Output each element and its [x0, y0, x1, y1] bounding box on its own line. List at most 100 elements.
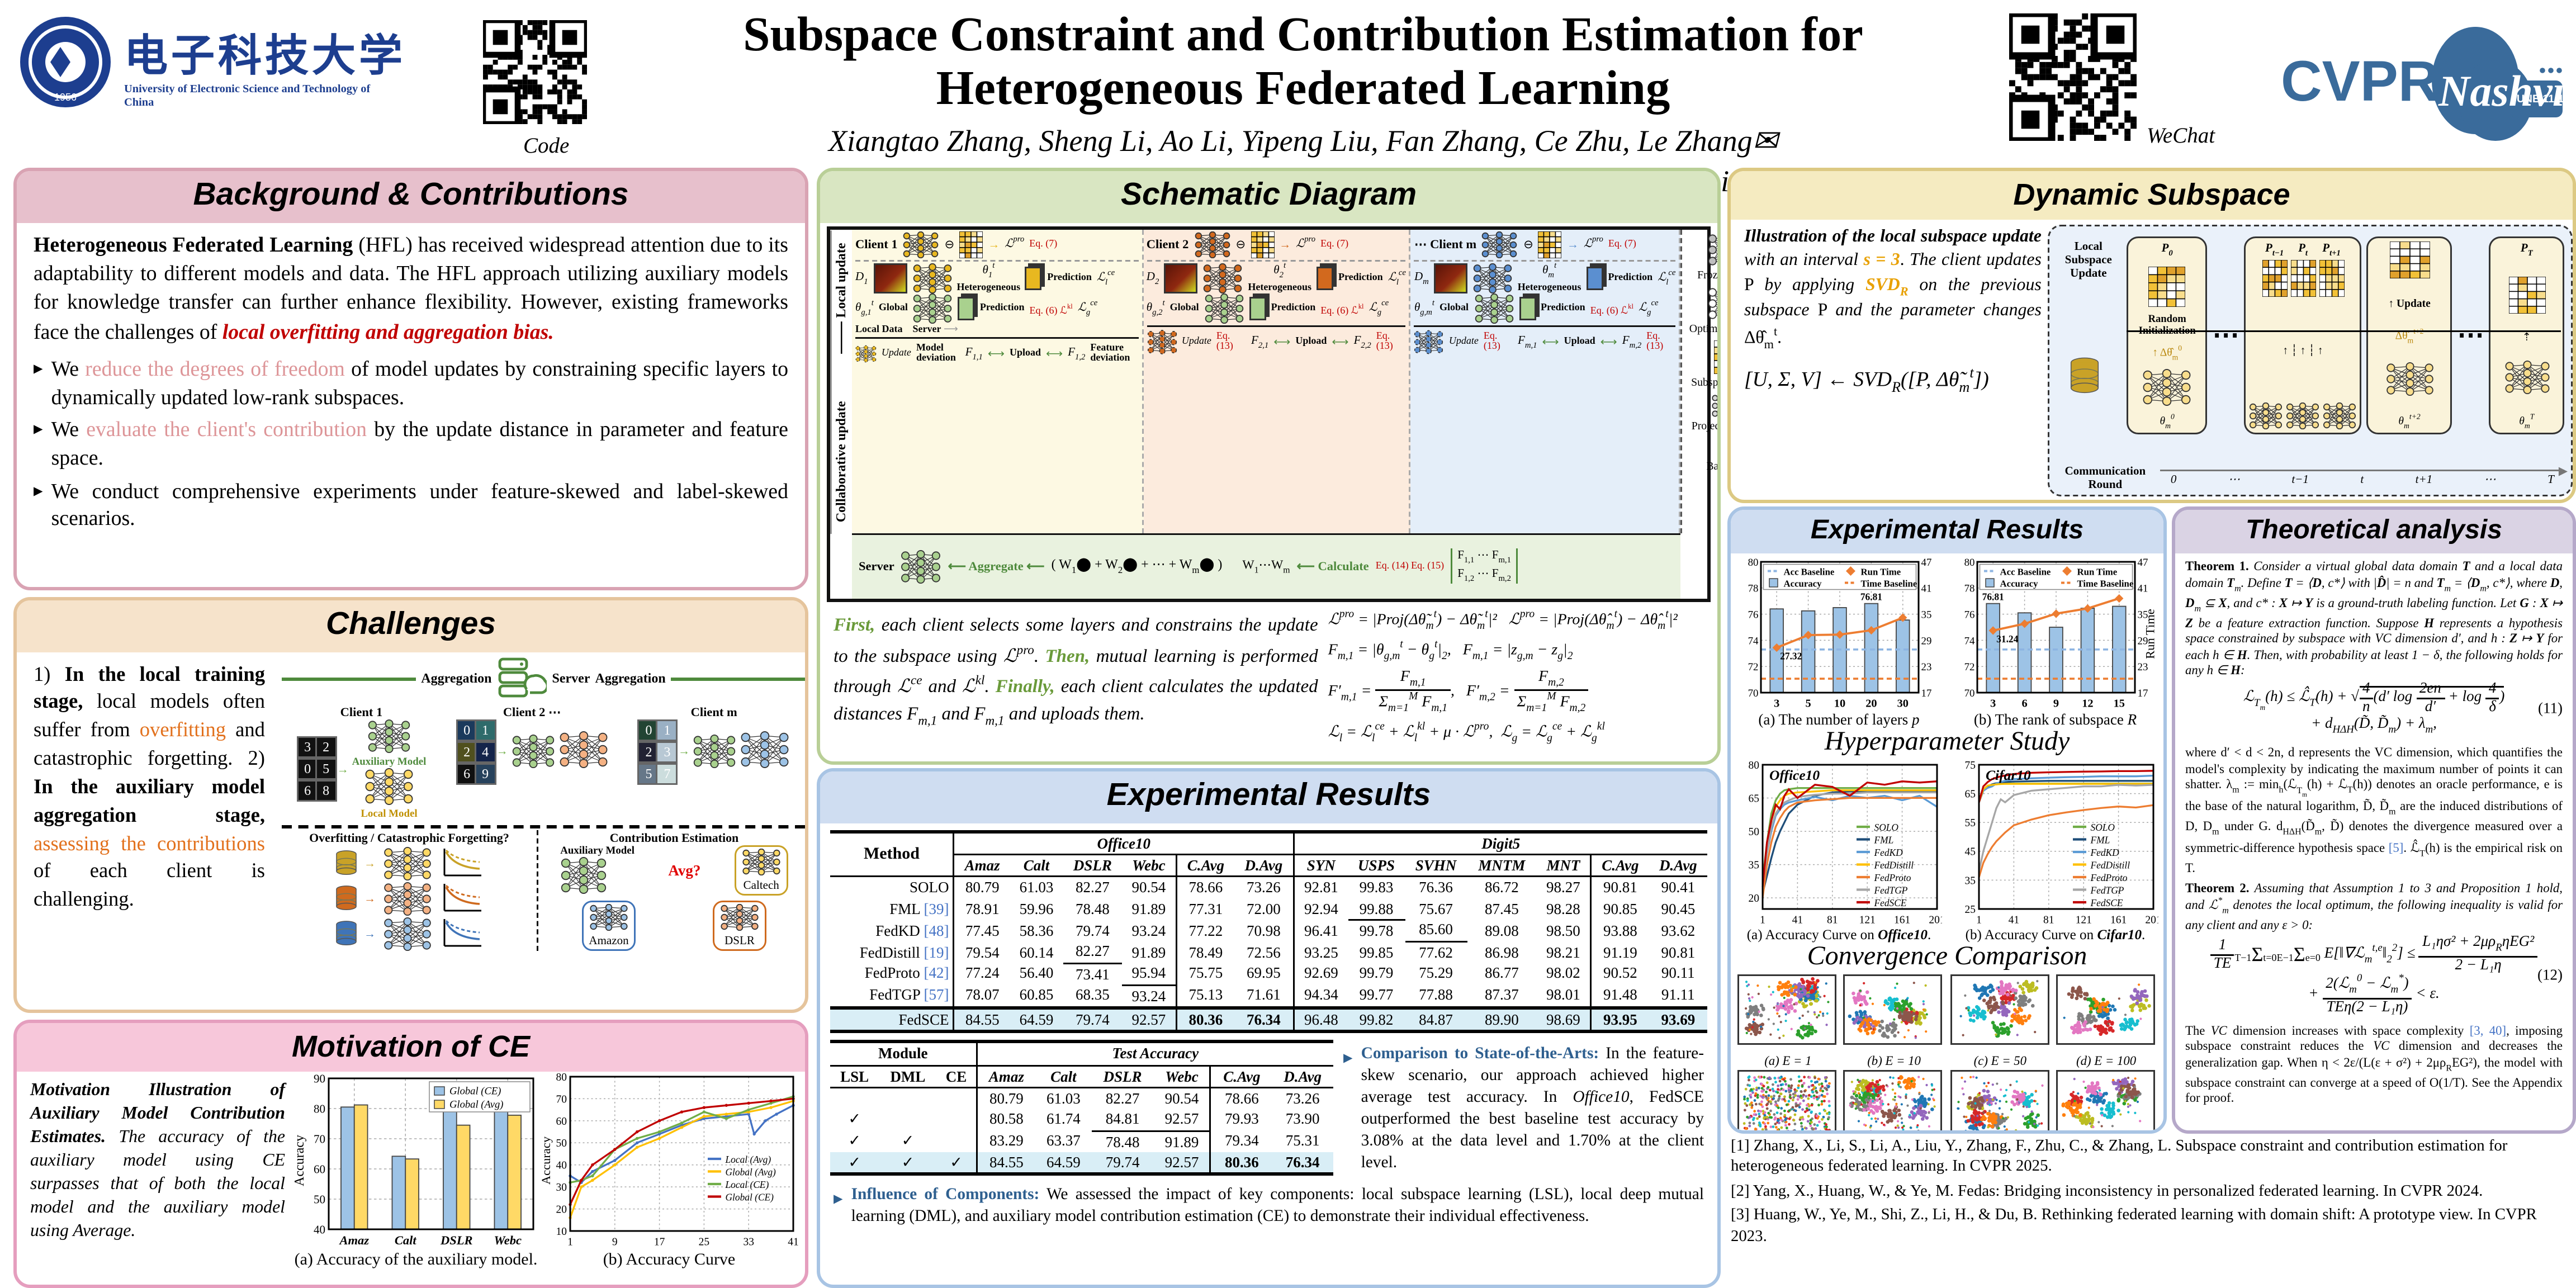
svg-text:9: 9 [612, 1237, 618, 1248]
svg-text:70: 70 [314, 1133, 325, 1146]
svg-text:Time Baseline: Time Baseline [1861, 579, 1917, 590]
svg-text:FedTGP: FedTGP [2090, 884, 2124, 896]
svg-text:Calt: Calt [395, 1234, 417, 1248]
svg-text:Accuracy: Accuracy [292, 1135, 307, 1187]
svg-text:41: 41 [1792, 914, 1803, 926]
svg-text:FedKD: FedKD [1874, 847, 1903, 858]
svg-text:20: 20 [556, 1204, 567, 1216]
panel-dynamic-subspace: Dynamic Subspace Illustration of the loc… [1727, 168, 2576, 503]
svg-text:70: 70 [556, 1094, 567, 1106]
dyn-left-label: Local Subspace Update [2064, 240, 2112, 281]
contribution-bullet: ▸ We evaluate the client's contribution b… [34, 418, 788, 470]
svg-text:60: 60 [556, 1116, 567, 1128]
svg-text:Global (CE): Global (CE) [449, 1086, 501, 1097]
svg-text:76: 76 [1964, 610, 1975, 622]
reference-item: [1] Zhang, X., Li, S., Li, A., Liu, Y., … [1731, 1137, 2508, 1177]
uestc-name-cn: 电子科技大学 [124, 32, 406, 81]
table-row: FML [39] 78.91 59.96 78.48 91.89 77.31 72.00 9… [830, 898, 1707, 921]
svg-text:Acc Baseline: Acc Baseline [1784, 567, 1835, 578]
panel-title: Background & Contributions [17, 171, 805, 222]
svg-text:CVPR: CVPR [2281, 49, 2439, 113]
svg-text:27.32: 27.32 [1780, 651, 1802, 662]
svg-text:Local (CE): Local (CE) [725, 1179, 769, 1190]
svg-text:161: 161 [2110, 914, 2127, 926]
tsne-panel: (h) E = 100 [2056, 1069, 2157, 1130]
svg-text:Accuracy: Accuracy [1784, 579, 1822, 590]
challenges-diagram: Aggregation Server Aggregation Client 1 … [282, 652, 805, 1001]
svg-text:17: 17 [2138, 688, 2148, 700]
svg-text:45: 45 [1965, 846, 1976, 858]
svg-text:23: 23 [1921, 662, 1932, 674]
svg-text:FML: FML [1874, 834, 1894, 845]
svg-text:FedDistill: FedDistill [2090, 859, 2130, 870]
svg-text:50: 50 [314, 1193, 325, 1206]
svg-text:55: 55 [1965, 817, 1976, 829]
tsne-grid: (a) E = 1 (b) E = 10 (c) E = 50 (d) E = 100… [1731, 972, 2163, 1130]
acc-cifar10-chart: 25 35 45 55 65 75 1 41 81 121 161 201 Cifar10 SOLOFML… [1952, 760, 2162, 943]
panel-title: Schematic Diagram [820, 171, 1717, 222]
svg-text:17: 17 [654, 1237, 665, 1248]
svg-text:161: 161 [1894, 914, 1910, 926]
svg-text:35: 35 [2138, 610, 2148, 622]
svg-text:3: 3 [1774, 698, 1779, 711]
svg-text:FedProto: FedProto [2090, 872, 2128, 883]
svg-text:31.24: 31.24 [1996, 634, 2018, 645]
svg-text:15: 15 [2114, 698, 2125, 711]
schematic-formulas: ℒpro = |Proj(Δθ̃mt) − Δθ̃mt|² ℒpro = |Pr… [1328, 608, 1678, 744]
svg-text:Accuracy: Accuracy [2000, 579, 2039, 590]
svg-text:80: 80 [1749, 760, 1760, 771]
hp-rank-chart: 70 72 74 76 78 80 17 23 29 35 41 47 3 6 9 12 15 76.81 31.2… [1964, 557, 2157, 729]
svg-text:Run Time: Run Time [1861, 567, 1901, 578]
svg-text:47: 47 [2138, 557, 2148, 569]
svg-text:FedProto: FedProto [1874, 872, 1911, 883]
svg-text:80: 80 [1748, 557, 1759, 569]
svg-text:1: 1 [1760, 914, 1765, 926]
contribution-bullets: ▸ We reduce the degrees of freedom of mod… [17, 356, 805, 533]
panel-experimental-results-center: Experimental Results Method Office10 Dig… [817, 768, 1721, 1288]
svg-text:40: 40 [556, 1160, 567, 1172]
svg-text:76.81: 76.81 [1982, 592, 2004, 603]
table-group-header: Method Office10 Digit5 [830, 831, 1707, 877]
uestc-emblem-icon: 1956 [17, 13, 114, 119]
svg-text:81: 81 [1827, 914, 1838, 926]
tsne-panel: (c) E = 50 [1949, 973, 2051, 1068]
table-row: FedTGP [57] 78.07 60.85 68.35 93.24 75.13 71.… [830, 984, 1707, 1008]
motivation-text: Motivation Illustration of Auxiliary Mod… [30, 1082, 285, 1241]
svg-text:FedTGP: FedTGP [1874, 884, 1908, 896]
table-row: SOLO 80.79 61.03 82.27 90.54 78.66 73.26 92.81… [830, 877, 1707, 898]
references: [1] Zhang, X., Li, S., Li, A., Liu, Y., … [1731, 1137, 2569, 1252]
svg-text:Local (Avg): Local (Avg) [725, 1154, 771, 1165]
svg-text:78: 78 [1964, 584, 1975, 595]
svg-text:76: 76 [1748, 610, 1759, 622]
panel-title: Motivation of CE [17, 1023, 805, 1072]
tsne-panel: (f) E = 10 [1843, 1069, 1945, 1130]
panel-background-contributions: Background & Contributions Heterogeneous… [13, 168, 808, 590]
tsne-panel: (g) E = 50 [1949, 1069, 2051, 1130]
svg-text:17: 17 [1921, 688, 1932, 700]
wechat-qr-label: WeChat [2147, 122, 2215, 148]
svg-text:Run Time: Run Time [2143, 609, 2157, 659]
chart-caption: (a) Accuracy of the auxiliary model. [294, 1251, 538, 1270]
panel-theoretical-analysis: Theoretical analysis Theorem 1. Consider… [2172, 506, 2576, 1134]
background-paragraph: Heterogeneous Federated Learning (HFL) h… [34, 232, 789, 344]
svg-text:29: 29 [1921, 636, 1932, 647]
svg-text:121: 121 [2076, 914, 2092, 926]
svg-text:1956: 1956 [54, 92, 77, 103]
svg-text:76.81: 76.81 [1860, 592, 1882, 603]
svg-text:72: 72 [1964, 662, 1975, 674]
svg-text:Webc: Webc [494, 1234, 522, 1248]
panel-title: Challenges [17, 600, 805, 652]
svg-text:Global (Avg): Global (Avg) [726, 1167, 776, 1178]
cvpr-logo: CVPR Nashville JUNE 11-15, 2025 [2277, 13, 2576, 154]
svg-text:70: 70 [1748, 688, 1759, 700]
svg-text:80: 80 [314, 1102, 325, 1116]
svg-text:Office10: Office10 [1769, 767, 1820, 783]
tsne-panel: (e) E = 1 [1737, 1069, 1839, 1130]
svg-text:50: 50 [556, 1138, 567, 1150]
dynamic-text: Illustration of the local subspace updat… [1744, 228, 2042, 352]
svg-text:23: 23 [2138, 662, 2148, 674]
tsne-panel: (a) E = 1 [1737, 973, 1839, 1068]
svg-text:25: 25 [699, 1237, 710, 1248]
svg-text:1: 1 [567, 1237, 573, 1248]
